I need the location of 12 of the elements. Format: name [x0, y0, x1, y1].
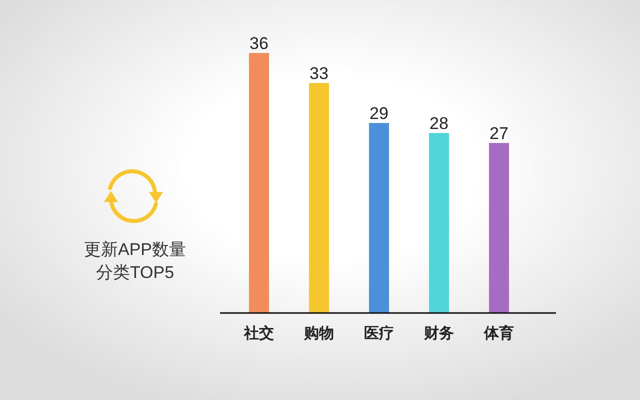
data-label: 33 — [310, 64, 328, 83]
x-tick-label: 社交 — [243, 324, 274, 342]
data-label: 29 — [370, 104, 388, 123]
x-tick-label: 财务 — [423, 325, 454, 342]
plot: 36 33 29 28 27 — [249, 34, 509, 313]
x-tick-label: 购物 — [303, 325, 334, 342]
data-label: 36 — [250, 34, 268, 53]
x-tick-label: 医疗 — [364, 325, 394, 342]
data-label: 28 — [430, 114, 448, 133]
x-tick-label: 体育 — [483, 324, 514, 342]
title: 更新APP数量分类TOP5 — [82, 239, 188, 284]
data-label: 27 — [490, 124, 508, 143]
